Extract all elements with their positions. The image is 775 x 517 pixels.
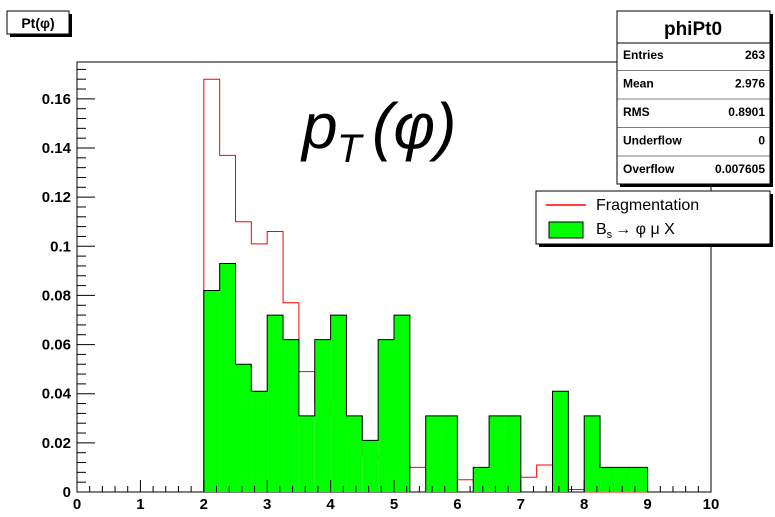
y-tick-label: 0.06 xyxy=(42,337,71,354)
stats-row-label: Underflow xyxy=(623,134,682,148)
y-tick-label: 0.02 xyxy=(42,435,71,452)
y-tick-label: 0.14 xyxy=(42,140,72,157)
legend-signal-rest: → φ μ X xyxy=(615,221,675,238)
stats-row-value: 2.976 xyxy=(735,77,765,91)
signal-bin xyxy=(552,391,569,492)
x-tick-label: 2 xyxy=(200,496,208,512)
chart-title: p T (φ) xyxy=(300,90,456,171)
axes: 0 1 2 3 4 5 6 7 8 9 10 0 0.02 0.04 0.06 0.08 0.1 0.12 0.14… xyxy=(42,68,720,513)
signal-bin xyxy=(600,467,616,492)
histogram-tag-label: Pt(φ) xyxy=(21,15,54,31)
legend: Fragmentation Bs → φ μ X xyxy=(535,190,773,247)
x-tick-label: 0 xyxy=(73,496,81,512)
stats-row-label: Overflow xyxy=(623,162,675,176)
y-tick-label: 0.08 xyxy=(42,287,71,304)
signal-bin xyxy=(330,315,347,492)
x-tick-label: 7 xyxy=(517,496,525,512)
legend-signal-swatch xyxy=(548,221,584,239)
signal-bin xyxy=(441,415,458,492)
legend-signal-label: Bs → φ μ X xyxy=(596,221,675,241)
chart-title-paren: (φ) xyxy=(372,90,456,162)
legend-signal-main: B xyxy=(596,221,607,238)
signal-bin xyxy=(298,415,315,492)
y-tick-label: 0.1 xyxy=(50,238,71,255)
legend-signal-subscript: s xyxy=(607,229,613,241)
x-tick-label: 10 xyxy=(703,496,720,512)
x-tick-label: 1 xyxy=(136,496,144,512)
signal-bin xyxy=(615,467,632,492)
signal-bin xyxy=(425,415,442,492)
signal-bin xyxy=(346,415,363,492)
chart-title-main: p xyxy=(300,90,338,162)
legend-fragmentation-label: Fragmentation xyxy=(596,197,699,214)
signal-bin xyxy=(504,415,521,492)
stats-row-label: Entries xyxy=(623,48,664,62)
signal-bin xyxy=(267,315,284,492)
y-tick-label: 0.12 xyxy=(42,189,71,206)
signal-bin xyxy=(584,415,601,492)
signal-bin xyxy=(394,315,410,492)
stats-row-value: 0.8901 xyxy=(728,105,765,119)
signal-bin xyxy=(362,440,379,492)
y-tick-label: 0 xyxy=(63,484,71,501)
y-tick-label: 0.04 xyxy=(42,386,72,403)
signal-bin xyxy=(314,339,331,492)
stats-box: phiPt0 Entries 263 Mean 2.976 RMS 0.8901 Under… xyxy=(616,10,773,187)
signal-outline xyxy=(77,262,711,493)
signal-bin xyxy=(631,467,648,492)
y-tick-label: 0.16 xyxy=(42,91,71,108)
signal-bin xyxy=(283,339,299,492)
signal-series xyxy=(77,262,711,493)
signal-bin xyxy=(203,290,220,492)
x-tick-label: 9 xyxy=(643,496,651,512)
x-tick-label: 8 xyxy=(580,496,588,512)
chart-title-subscript: T xyxy=(337,127,364,171)
signal-bin xyxy=(235,364,252,492)
x-tick-label: 6 xyxy=(453,496,461,512)
signal-bin xyxy=(251,391,268,492)
signal-bin xyxy=(489,415,505,492)
histogram-tag: Pt(φ) xyxy=(6,10,72,37)
stats-row-label: RMS xyxy=(623,105,650,119)
signal-bin xyxy=(378,339,394,492)
x-tick-label: 3 xyxy=(263,496,271,512)
x-tick-label: 5 xyxy=(390,496,398,512)
stats-row-value: 0 xyxy=(758,134,765,148)
stats-row-value: 263 xyxy=(745,48,765,62)
x-tick-label: 4 xyxy=(326,496,335,512)
stats-row-label: Mean xyxy=(623,77,654,91)
stats-title: phiPt0 xyxy=(664,19,722,40)
signal-bin xyxy=(473,467,490,492)
signal-bin xyxy=(219,263,236,492)
stats-row-value: 0.007605 xyxy=(715,162,765,176)
